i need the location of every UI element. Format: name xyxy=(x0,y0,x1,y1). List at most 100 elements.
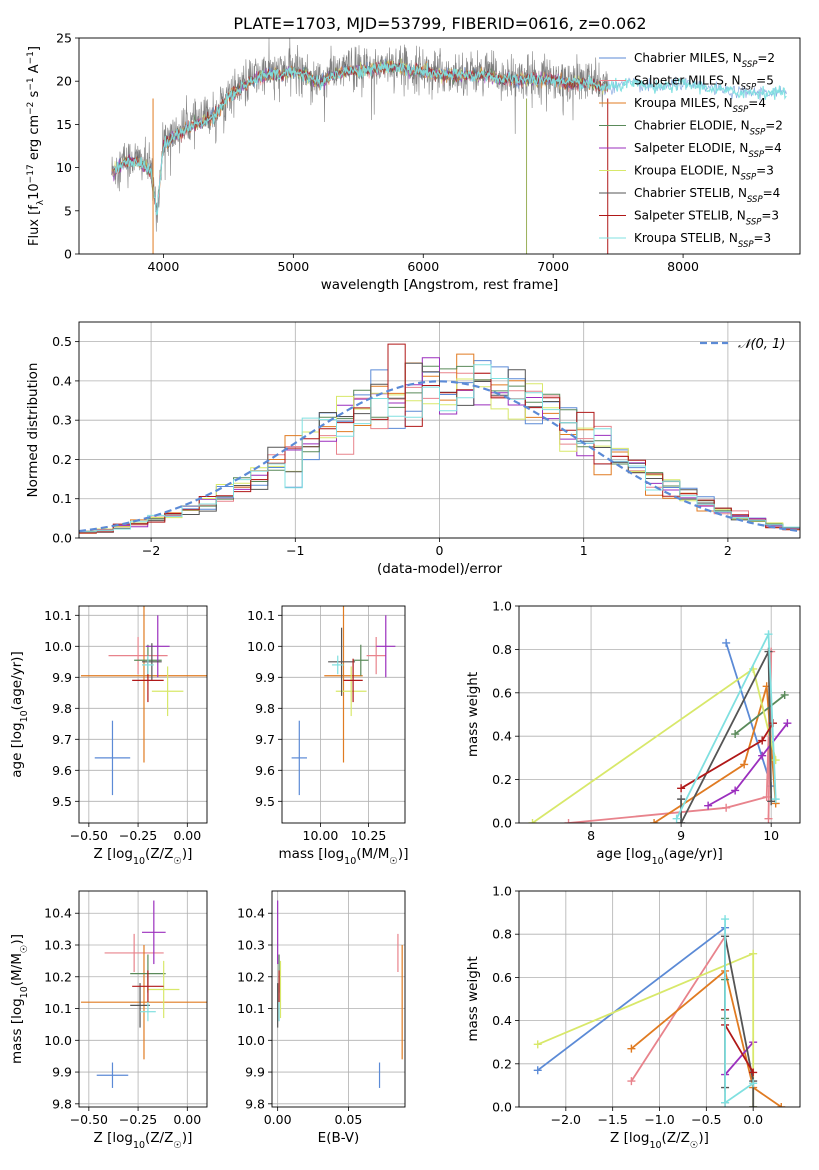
weight-line xyxy=(724,1041,754,1076)
legend-label-main: Chabrier MILES, N xyxy=(634,51,742,65)
y-axis-label: Flux [fλ10−17 erg cm−2 s−1 A−1] xyxy=(26,46,46,246)
legend-label-sub: SSP xyxy=(741,173,757,183)
y-tick-label: 1.0 xyxy=(492,599,512,614)
y-tick-label: 0.6 xyxy=(492,970,512,985)
x-tick-label: 10.25 xyxy=(351,828,387,843)
histogram-step xyxy=(79,364,800,533)
x-tick-label: 0 xyxy=(436,543,444,558)
x-tick-label: 10 xyxy=(763,828,779,843)
y-tick-label: 0.0 xyxy=(492,816,512,831)
weight-marker xyxy=(777,1103,786,1107)
legend-label: Salpeter ELODIE, NSSP=4 xyxy=(634,141,782,160)
x-tick-label: 5000 xyxy=(277,259,309,274)
y-axis-label: mass [log10(M/M☉)] xyxy=(9,934,30,1064)
axes-frame xyxy=(281,605,406,824)
legend-label-sub: SSP xyxy=(738,240,754,250)
weight-marker xyxy=(771,795,780,804)
weight-marker xyxy=(721,1098,730,1107)
label-part: (Z/Z xyxy=(145,846,173,862)
label-part: log xyxy=(9,722,25,743)
x-tick-label: 0.00 xyxy=(264,1112,292,1127)
axes-age_vs_Z: −0.50 −0.25 0.00 9.5 9.6 9.7 9.8 9.9 10.0 10.1 Z [… xyxy=(9,605,208,867)
y-axis-label: age [log10(age/yr)] xyxy=(9,651,30,777)
weight-marker xyxy=(762,792,771,801)
legend-label: Kroupa STELIB, NSSP=3 xyxy=(634,231,771,250)
axes-frame xyxy=(518,605,801,824)
weight-marker xyxy=(528,819,537,823)
y-tick-label: 0.2 xyxy=(492,772,512,787)
y-tick-label: 10.2 xyxy=(237,969,265,984)
y-tick-label: 0.2 xyxy=(492,1056,512,1071)
legend-label-sub: SSP xyxy=(742,60,758,70)
label-part: (M/M xyxy=(9,953,25,986)
legend: 𝒩(0, 1) xyxy=(700,337,785,352)
label-part: Z [ xyxy=(610,1130,629,1146)
label-part: 10 xyxy=(133,856,145,867)
model-spectrum xyxy=(114,62,787,216)
x-tick-label: −0.25 xyxy=(119,828,157,843)
axes-mass_vs_EBV: 0.00 0.05 9.8 9.9 10.0 10.1 10.2 10.3 10.4 E(B-V) xyxy=(237,890,406,1146)
weight-marker xyxy=(764,630,773,639)
label-part: (age/yr)] xyxy=(9,651,25,710)
plot-area-spectrum xyxy=(111,38,787,254)
x-axis-label: wavelength [Angstrom, rest frame] xyxy=(321,277,559,293)
x-tick-label: −1.5 xyxy=(597,1112,627,1127)
axes-weight_vs_Z: −2.0 −1.5 −1.0 −0.5 0.0 0.0 0.2 0.4 0.6 0.8 1.0 Z [… xyxy=(465,884,801,1151)
label-part: )] xyxy=(182,846,193,862)
label-part: age [ xyxy=(9,743,25,778)
legend-label: Salpeter MILES, NSSP=5 xyxy=(634,74,774,93)
x-tick-label: −2 xyxy=(142,543,160,558)
weight-marker xyxy=(758,751,767,760)
legend-label: Salpeter STELIB, NSSP=3 xyxy=(634,209,779,228)
x-tick-label: 4000 xyxy=(148,259,180,274)
weight-marker xyxy=(722,803,731,812)
label-part: log xyxy=(631,846,652,862)
legend-label-tail: =5 xyxy=(756,74,774,88)
axes-residuals: −2 −1 0 1 2 0.0 0.1 0.2 0.3 0.4 0.5 (data-model)/er… xyxy=(25,321,801,577)
label-part: log xyxy=(112,846,133,862)
weight-marker xyxy=(758,736,767,745)
label-part: )] xyxy=(182,1130,193,1146)
y-tick-label: 0.6 xyxy=(492,685,512,700)
legend-label: Kroupa MILES, NSSP=4 xyxy=(634,96,766,115)
x-axis-label: (data-model)/error xyxy=(377,561,503,577)
label-part: age [ xyxy=(596,846,631,862)
weight-line xyxy=(675,630,777,820)
x-tick-label: −2.0 xyxy=(551,1112,581,1127)
weight-marker xyxy=(767,797,776,806)
weight-marker xyxy=(627,1044,636,1053)
x-axis-label: E(B-V) xyxy=(318,1130,360,1146)
y-tick-label: 15 xyxy=(56,117,72,132)
label-part: log xyxy=(9,998,25,1019)
y-tick-label: 9.9 xyxy=(52,670,72,685)
axes-age_vs_mass: 10.00 10.25 9.5 9.6 9.7 9.8 9.9 10.0 10.1 mass [l… xyxy=(247,605,408,867)
legend-label-main: Salpeter STELIB, N xyxy=(634,209,746,223)
legend-label-main: Kroupa STELIB, N xyxy=(634,231,738,245)
plot-area-weight_vs_Z xyxy=(533,915,786,1107)
label-part: −2 xyxy=(26,102,36,115)
normal-reference-curve xyxy=(79,380,800,533)
y-tick-label: 0.8 xyxy=(492,927,512,942)
label-part: s xyxy=(27,90,42,101)
legend-label-tail: =4 xyxy=(748,96,766,110)
y-tick-label: 9.8 xyxy=(52,1096,72,1111)
weight-line xyxy=(725,642,773,787)
x-tick-label: 2 xyxy=(724,543,732,558)
label-part: Z [ xyxy=(94,846,113,862)
weight-line xyxy=(707,722,789,807)
label-part: ☉ xyxy=(173,1140,182,1151)
y-tick-label: 10.0 xyxy=(44,639,72,654)
y-tick-label: 10.3 xyxy=(237,938,265,953)
y-tick-label: 0.5 xyxy=(52,334,72,349)
plot-area-mass_vs_Z xyxy=(80,900,207,1088)
plot-area-weight_vs_age xyxy=(528,630,792,823)
label-part: −17 xyxy=(26,164,36,183)
y-tick-label: 25 xyxy=(56,31,72,46)
y-axis-label: mass weight xyxy=(465,956,481,1041)
y-tick-label: 0.1 xyxy=(52,491,72,506)
y-tick-label: 0.2 xyxy=(52,452,72,467)
x-tick-label: 7000 xyxy=(537,259,569,274)
weight-line xyxy=(630,969,782,1107)
legend-label-main: Kroupa MILES, N xyxy=(634,96,733,110)
